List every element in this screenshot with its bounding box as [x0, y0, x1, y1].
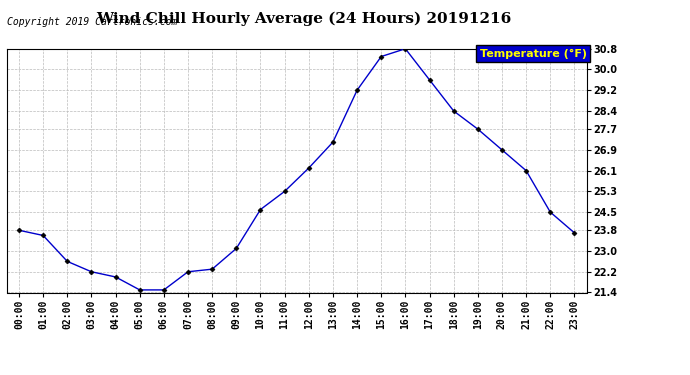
Text: Temperature (°F): Temperature (°F): [480, 49, 586, 59]
Text: Copyright 2019 Cartronics.com: Copyright 2019 Cartronics.com: [7, 17, 177, 27]
Text: Wind Chill Hourly Average (24 Hours) 20191216: Wind Chill Hourly Average (24 Hours) 201…: [96, 11, 511, 26]
